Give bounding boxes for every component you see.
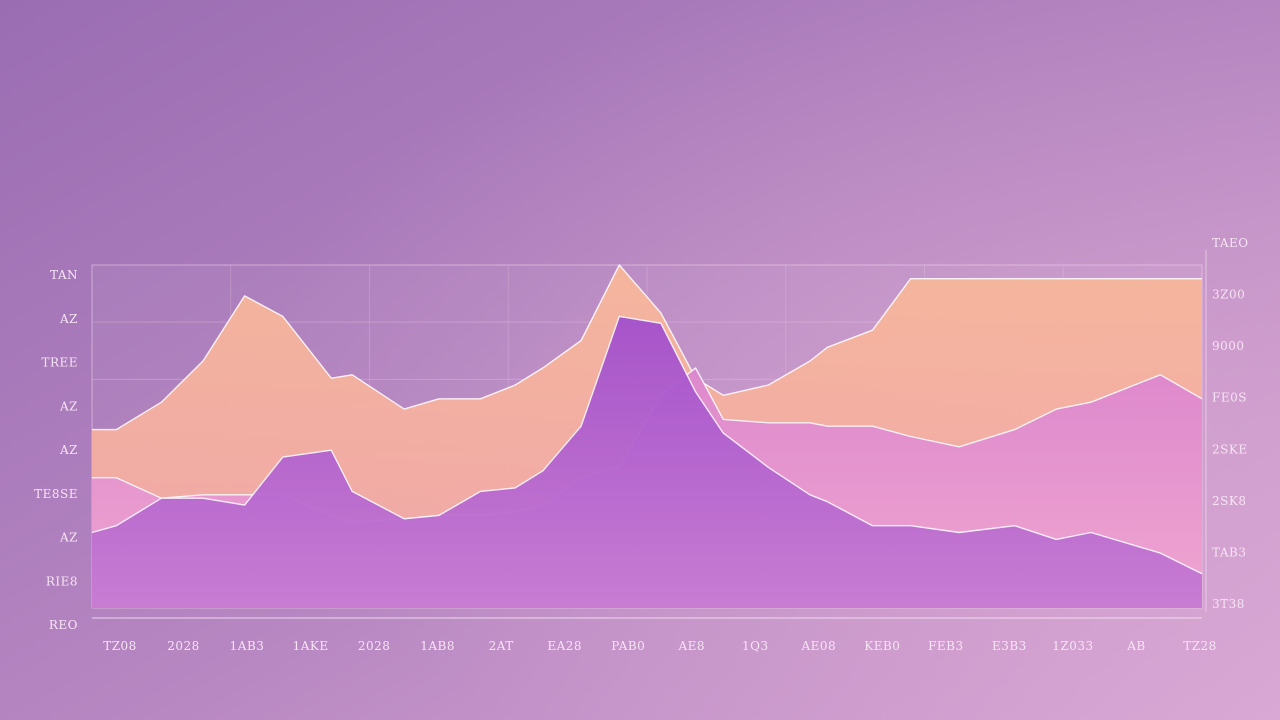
x-tick-label: 2AT [489, 639, 514, 653]
series-line-3 [91, 315, 1203, 575]
x-tick-label: PAB0 [611, 639, 645, 653]
series-area-3 [92, 316, 1202, 608]
x-axis: TZ08 2028 1AB3 1AKE 2028 1AB8 2AT EA28 PAB0 AE8 1Q… [92, 617, 1217, 653]
y-left-tick-label: TREE [41, 356, 78, 370]
y-right-tick-label: 2SKE [1212, 442, 1248, 456]
x-tick-label: TZ28 [1183, 639, 1217, 653]
y-axis-left: TAN AZ TREE AZ AZ TE8SE AZ RIE8 REO [34, 268, 78, 632]
x-tick-label: AE08 [800, 639, 836, 653]
y-right-tick-label: 9000 [1212, 339, 1245, 353]
y-left-tick-label: AZ [59, 399, 78, 413]
y-right-tick-label: 3Z00 [1212, 288, 1245, 302]
x-tick-label: 1AKE [293, 639, 329, 653]
x-tick-label: EA28 [547, 639, 582, 653]
x-tick-label: E3B3 [992, 639, 1027, 653]
y-left-tick-label: REO [49, 618, 78, 632]
y-right-tick-label: TAB3 [1212, 545, 1246, 559]
x-tick-label: 1Q3 [742, 639, 769, 653]
y-right-tick-label: 2SK8 [1212, 494, 1246, 508]
y-left-tick-label: TAN [50, 268, 78, 282]
y-left-tick-label: AZ [59, 531, 78, 545]
series-line-1 [92, 264, 1202, 431]
y-left-tick-label: AZ [59, 443, 78, 457]
x-tick-label: 2028 [167, 639, 200, 653]
y-right-tick-label: TAEO [1212, 236, 1249, 250]
y-axis-right: TAEO 3Z00 9000 FE0S 2SKE 2SK8 TAB3 3T38 [1205, 236, 1249, 612]
x-tick-label: KEB0 [864, 639, 900, 653]
x-tick-label: TZ08 [103, 639, 137, 653]
y-left-tick-label: RIE8 [46, 574, 78, 588]
x-tick-label: AE8 [677, 639, 705, 653]
y-right-tick-label: 3T38 [1212, 597, 1245, 611]
series-areas [91, 264, 1203, 608]
x-tick-label: 1Z033 [1052, 639, 1093, 653]
y-left-tick-label: TE8SE [34, 487, 78, 501]
x-tick-label: 2028 [358, 639, 391, 653]
x-tick-label: 1AB3 [230, 639, 265, 653]
x-tick-label: AB [1126, 639, 1145, 653]
x-tick-label: FEB3 [928, 639, 964, 653]
y-left-tick-label: AZ [59, 312, 78, 326]
x-tick-label: 1AB8 [420, 639, 455, 653]
y-right-tick-label: FE0S [1212, 391, 1247, 405]
